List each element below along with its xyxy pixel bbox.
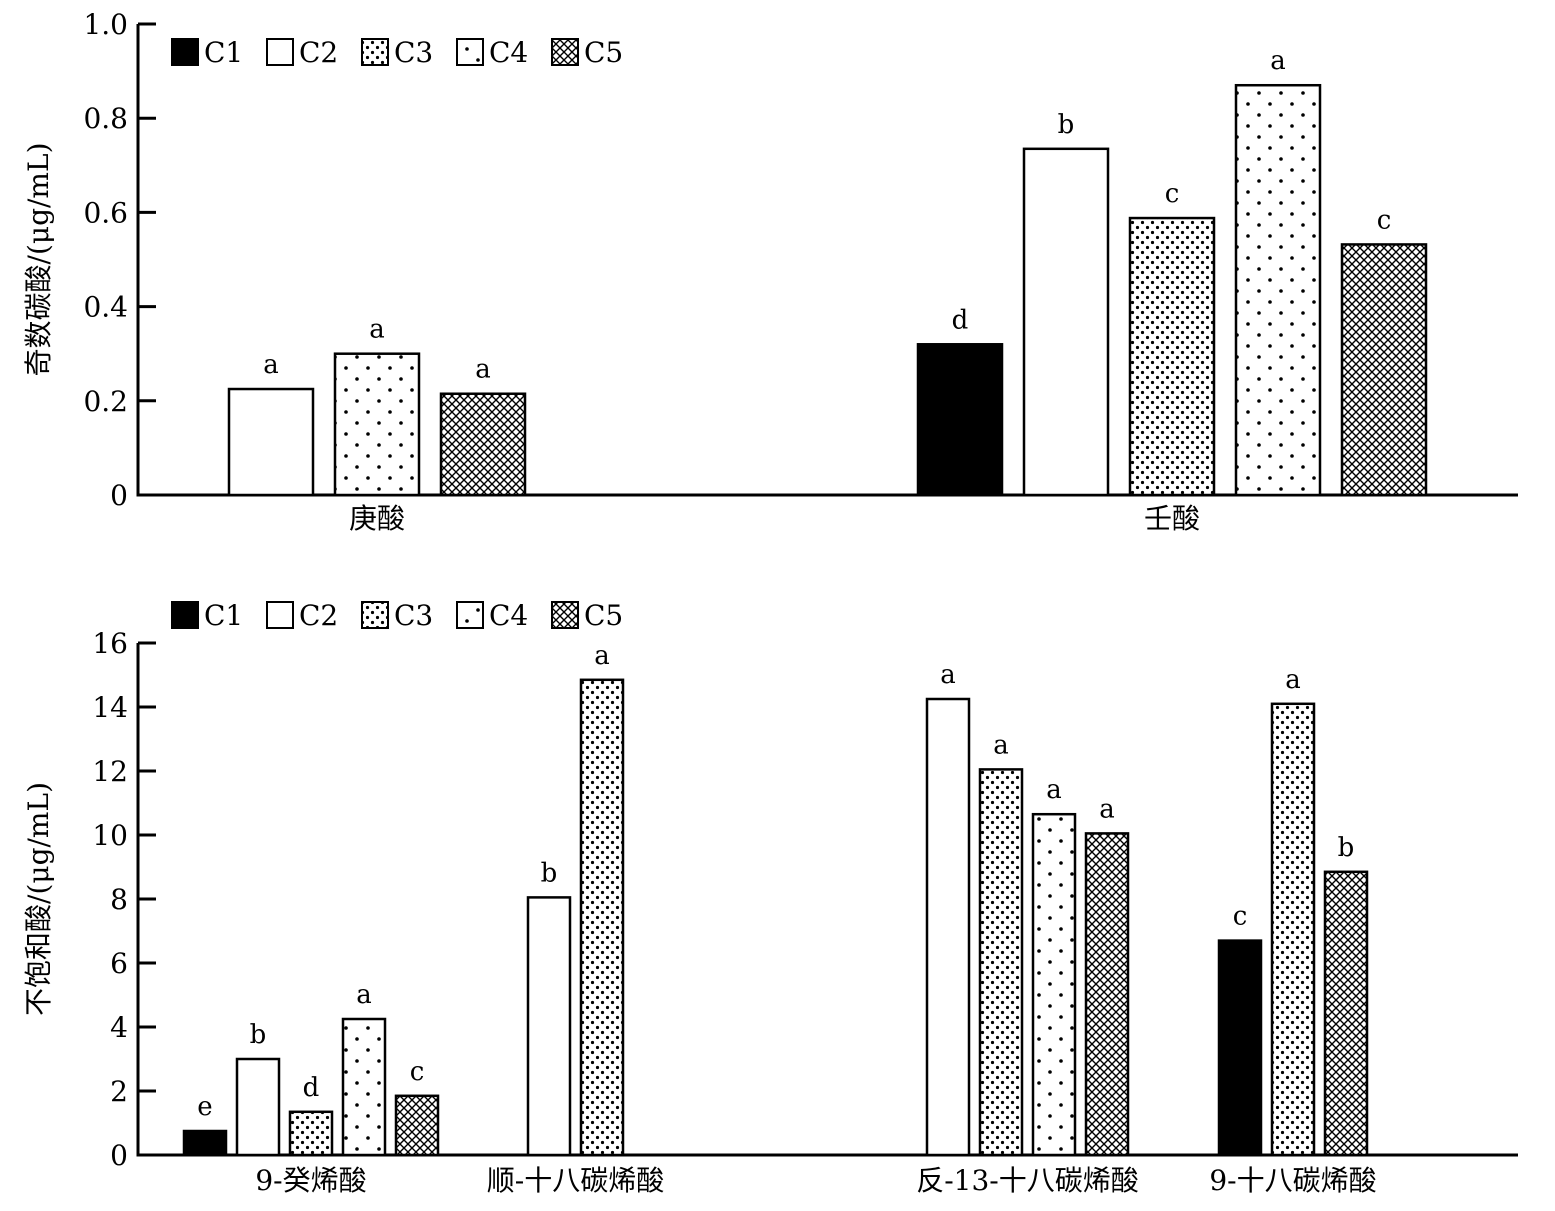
legend-label-c2: C2 — [299, 599, 338, 632]
y-tick-label: 16 — [92, 627, 128, 660]
bar-c2 — [227, 387, 315, 497]
significance-letter: b — [1058, 110, 1075, 140]
legend-swatch-c3 — [361, 601, 389, 629]
legend-label-c2: C2 — [299, 36, 338, 69]
legend-label-c4: C4 — [489, 599, 528, 632]
legend-swatch-c4 — [456, 601, 484, 629]
y-tick-label: 0.2 — [83, 385, 128, 418]
legend-label-c3: C3 — [394, 36, 433, 69]
significance-letter: a — [356, 980, 372, 1010]
bar-c2 — [526, 896, 572, 1157]
significance-letter: a — [940, 660, 956, 690]
significance-letter: c — [1377, 205, 1392, 235]
significance-letter: a — [263, 350, 279, 380]
significance-letter: b — [541, 858, 558, 888]
significance-letter: b — [1338, 833, 1355, 863]
significance-letter: a — [594, 641, 610, 671]
bar-c3 — [1270, 702, 1316, 1157]
bar-c1 — [182, 1129, 228, 1157]
bar-c1 — [1217, 939, 1263, 1157]
legend-label-c1: C1 — [204, 599, 243, 632]
y-tick-label: 8 — [110, 883, 128, 916]
bar-c4 — [341, 1017, 387, 1157]
x-category-label: 9-癸烯酸 — [255, 1164, 366, 1197]
significance-letter: e — [197, 1092, 212, 1122]
y-tick-label: 2 — [110, 1075, 128, 1108]
legend-swatch-c2 — [266, 601, 294, 629]
bar-c3 — [1128, 216, 1216, 497]
bar-c2 — [235, 1057, 281, 1157]
bar-c5 — [439, 392, 527, 497]
bar-c1 — [916, 343, 1004, 497]
x-category-label: 9-十八碳烯酸 — [1209, 1164, 1376, 1197]
significance-letter: d — [952, 305, 969, 335]
significance-letter: a — [1285, 665, 1301, 695]
x-category-label: 壬酸 — [1144, 502, 1200, 535]
legend-label-c5: C5 — [584, 599, 623, 632]
y-tick-label: 12 — [92, 755, 128, 788]
bar-c5 — [394, 1094, 440, 1157]
x-category-label: 顺-十八碳烯酸 — [487, 1164, 664, 1197]
bar-c2 — [1022, 147, 1110, 497]
significance-letter: a — [1099, 794, 1115, 824]
significance-letter: d — [303, 1073, 320, 1103]
y-tick-label: 0.6 — [83, 196, 128, 229]
chart-bottom-unsaturated-acids: 0 2 4 6 8 10 12 14 16 不饱和酸/(μg/mL) e b d a c 9-癸烯酸 b a 顺-十… — [22, 599, 1518, 1197]
y-axis-label: 不饱和酸/(μg/mL) — [22, 782, 55, 1016]
legend-label-c1: C1 — [204, 36, 243, 69]
bar-c3 — [579, 678, 625, 1157]
legend-swatch-c1 — [171, 38, 199, 66]
significance-letter: c — [1165, 179, 1180, 209]
bar-c3 — [288, 1110, 334, 1157]
x-category-label: 反-13-十八碳烯酸 — [916, 1164, 1139, 1197]
legend-swatch-c3 — [361, 38, 389, 66]
significance-letter: a — [475, 355, 491, 385]
legend-swatch-c1 — [171, 601, 199, 629]
significance-letter: b — [250, 1020, 267, 1050]
y-tick-label: 14 — [92, 691, 128, 724]
legend-label-c5: C5 — [584, 36, 623, 69]
y-tick-label: 4 — [110, 1011, 128, 1044]
y-tick-label: 0.4 — [83, 291, 128, 324]
significance-letter: a — [369, 315, 385, 345]
y-tick-label: 1.0 — [83, 8, 128, 41]
bar-c5 — [1084, 832, 1130, 1157]
significance-letter: a — [993, 730, 1009, 760]
significance-letter: a — [1046, 775, 1062, 805]
legend-swatch-c5 — [551, 38, 579, 66]
y-tick-label: 0 — [110, 479, 128, 512]
y-tick-label: 0.8 — [83, 102, 128, 135]
x-category-label: 庚酸 — [349, 502, 405, 535]
legend-label-c3: C3 — [394, 599, 433, 632]
legend-swatch-c5 — [551, 601, 579, 629]
bar-c4 — [333, 352, 421, 497]
significance-letter: c — [1233, 902, 1248, 932]
chart-top-odd-acids: 0 0.2 0.4 0.6 0.8 1.0 奇数碳酸/(μg/mL) a a a 庚酸 d b c a c 壬酸… — [22, 8, 1518, 535]
legend-swatch-c4 — [456, 38, 484, 66]
legend-label-c4: C4 — [489, 36, 528, 69]
significance-letter: c — [410, 1057, 425, 1087]
y-tick-label: 10 — [92, 819, 128, 852]
bar-c2 — [925, 697, 971, 1157]
y-tick-label: 6 — [110, 947, 128, 980]
bar-c4 — [1234, 83, 1322, 497]
bar-c4 — [1031, 812, 1077, 1157]
bar-c5 — [1323, 870, 1369, 1157]
y-axis-label: 奇数碳酸/(μg/mL) — [22, 143, 55, 377]
bar-c5 — [1340, 243, 1428, 497]
significance-letter: a — [1270, 46, 1286, 76]
bar-c3 — [978, 768, 1024, 1157]
y-tick-label: 0 — [110, 1139, 128, 1172]
legend-swatch-c2 — [266, 38, 294, 66]
